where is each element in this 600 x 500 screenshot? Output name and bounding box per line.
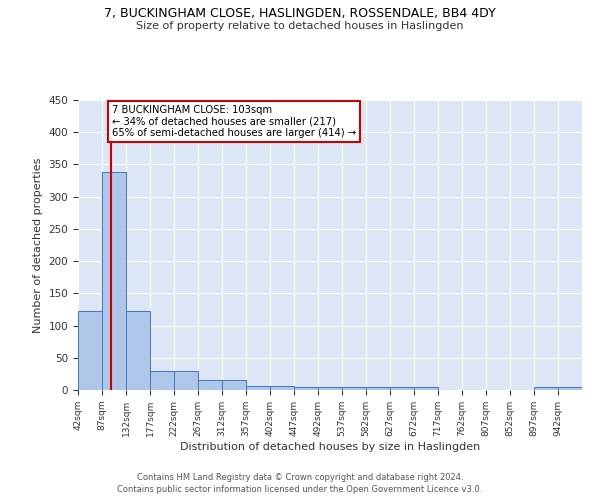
Bar	[534, 388, 558, 390]
Text: 7, BUCKINGHAM CLOSE, HASLINGDEN, ROSSENDALE, BB4 4DY: 7, BUCKINGHAM CLOSE, HASLINGDEN, ROSSEND…	[104, 8, 496, 20]
Bar	[270, 386, 294, 390]
Text: 7 BUCKINGHAM CLOSE: 103sqm
← 34% of detached houses are smaller (217)
65% of sem: 7 BUCKINGHAM CLOSE: 103sqm ← 34% of deta…	[112, 104, 356, 138]
Bar	[318, 388, 342, 390]
Bar	[390, 387, 414, 390]
Bar	[294, 388, 318, 390]
Bar	[246, 386, 270, 390]
Bar	[78, 312, 102, 390]
Bar	[366, 388, 390, 390]
Text: Contains public sector information licensed under the Open Government Licence v3: Contains public sector information licen…	[118, 485, 482, 494]
Bar	[558, 388, 582, 390]
Bar	[174, 370, 198, 390]
Bar	[414, 387, 438, 390]
Text: Distribution of detached houses by size in Haslingden: Distribution of detached houses by size …	[180, 442, 480, 452]
Bar	[102, 172, 126, 390]
Bar	[150, 370, 174, 390]
Bar	[198, 380, 222, 390]
Text: Contains HM Land Registry data © Crown copyright and database right 2024.: Contains HM Land Registry data © Crown c…	[137, 472, 463, 482]
Text: Size of property relative to detached houses in Haslingden: Size of property relative to detached ho…	[136, 21, 464, 31]
Bar	[126, 312, 150, 390]
Y-axis label: Number of detached properties: Number of detached properties	[33, 158, 43, 332]
Bar	[342, 388, 366, 390]
Bar	[222, 380, 246, 390]
